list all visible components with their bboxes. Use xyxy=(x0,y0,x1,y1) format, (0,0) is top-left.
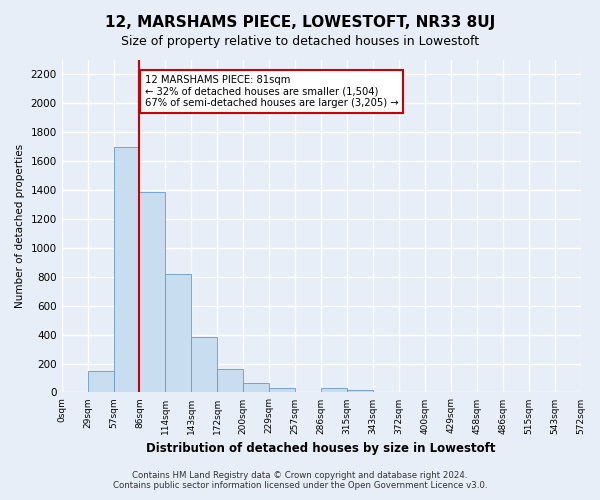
Bar xyxy=(166,274,191,392)
Bar xyxy=(321,388,347,392)
Text: 12 MARSHAMS PIECE: 81sqm
← 32% of detached houses are smaller (1,504)
67% of sem: 12 MARSHAMS PIECE: 81sqm ← 32% of detach… xyxy=(145,75,398,108)
Bar xyxy=(243,383,269,392)
Bar xyxy=(347,390,373,392)
Text: Contains HM Land Registry data © Crown copyright and database right 2024.
Contai: Contains HM Land Registry data © Crown c… xyxy=(113,470,487,490)
Bar xyxy=(269,388,295,392)
Y-axis label: Number of detached properties: Number of detached properties xyxy=(15,144,25,308)
Bar xyxy=(217,370,243,392)
Bar xyxy=(113,146,139,392)
Text: Size of property relative to detached houses in Lowestoft: Size of property relative to detached ho… xyxy=(121,35,479,48)
Bar xyxy=(191,337,217,392)
Bar xyxy=(88,371,113,392)
X-axis label: Distribution of detached houses by size in Lowestoft: Distribution of detached houses by size … xyxy=(146,442,496,455)
Text: 12, MARSHAMS PIECE, LOWESTOFT, NR33 8UJ: 12, MARSHAMS PIECE, LOWESTOFT, NR33 8UJ xyxy=(105,15,495,30)
Bar xyxy=(139,192,166,392)
